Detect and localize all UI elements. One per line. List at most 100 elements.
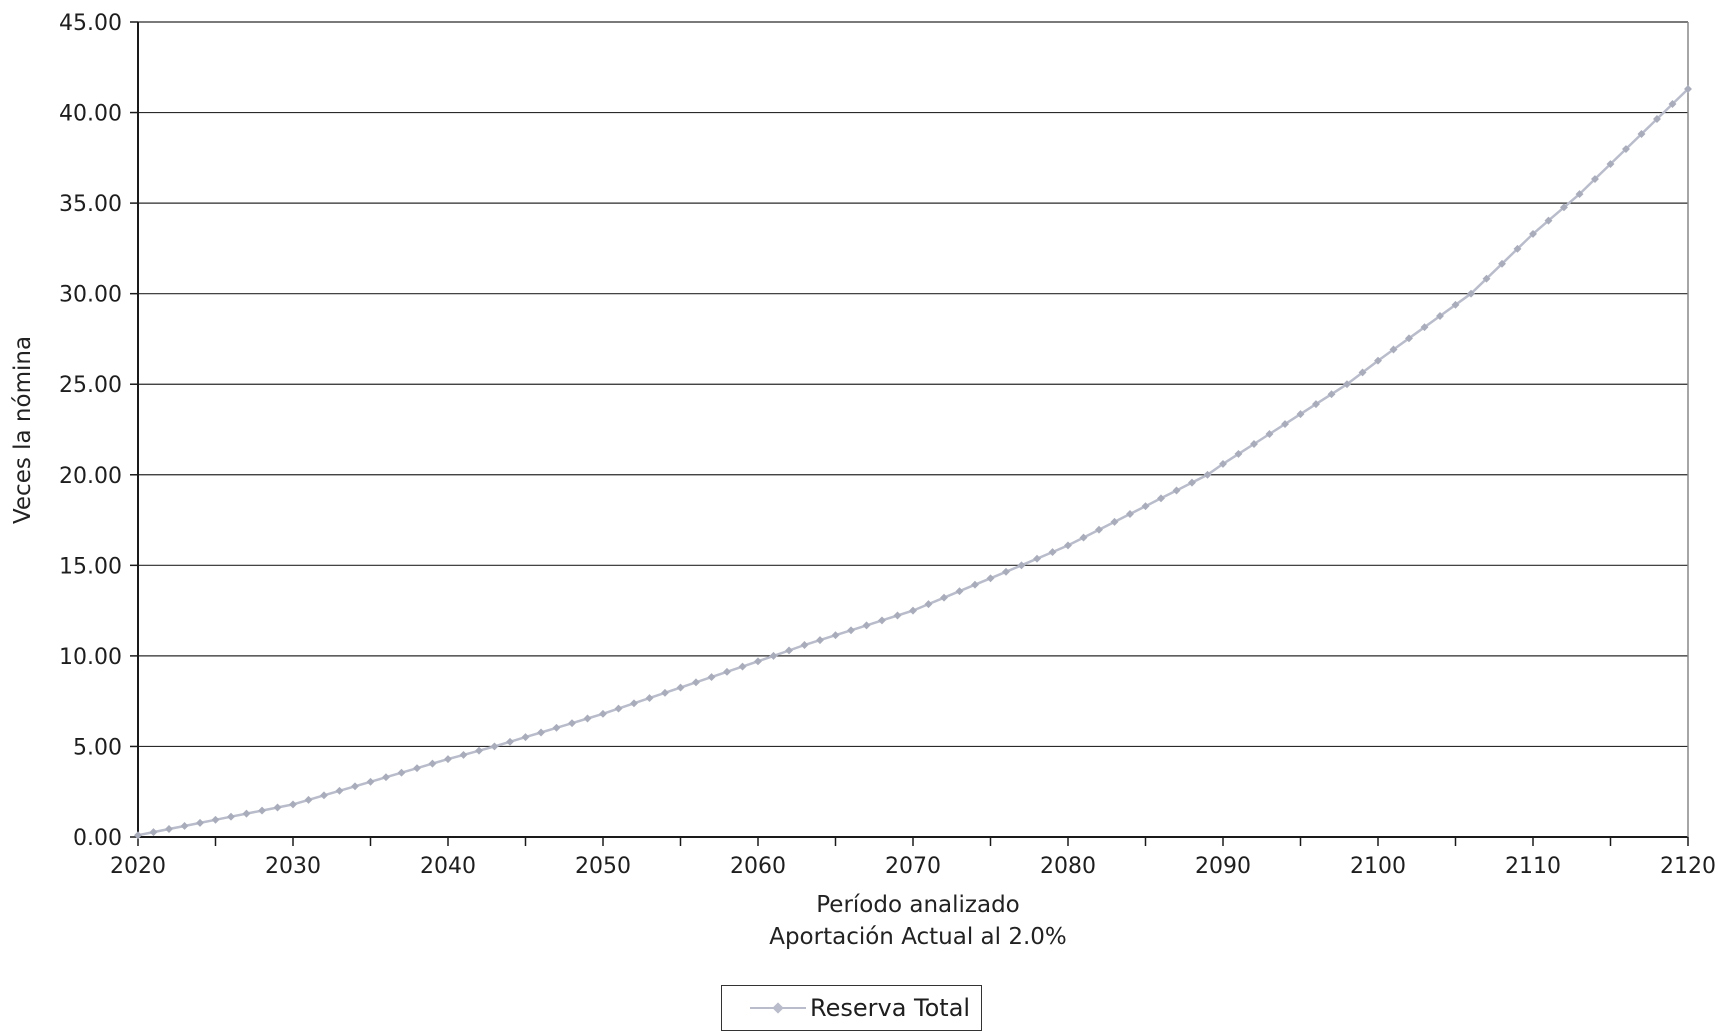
x-tick-label: 2030 <box>265 854 321 879</box>
data-point <box>1343 380 1351 389</box>
data-point <box>583 714 592 723</box>
data-point <box>537 728 545 737</box>
x-tick-label: 2070 <box>885 854 941 879</box>
data-point <box>986 574 995 583</box>
data-point <box>924 600 933 609</box>
data-point <box>304 795 313 804</box>
data-point <box>134 831 142 840</box>
x-tick-label: 2110 <box>1505 854 1561 879</box>
data-point <box>754 657 762 666</box>
data-point <box>1033 554 1041 563</box>
data-point <box>428 759 437 768</box>
data-point <box>335 786 344 795</box>
data-point <box>1017 561 1026 570</box>
data-point <box>1482 274 1491 283</box>
data-point <box>831 631 840 640</box>
data-point <box>1079 533 1088 542</box>
data-point <box>1405 334 1413 343</box>
legend-swatch-reserva-total <box>750 998 806 1018</box>
data-point <box>1467 289 1475 298</box>
data-point <box>676 683 685 692</box>
series-group <box>134 85 1692 840</box>
data-point <box>1002 567 1010 576</box>
data-point <box>1637 130 1646 138</box>
data-point <box>971 580 979 589</box>
legend: Reserva Total <box>721 985 982 1031</box>
x-tick-label: 2090 <box>1195 854 1251 879</box>
x-tick-label: 2080 <box>1040 854 1096 879</box>
data-point <box>382 773 390 782</box>
data-point <box>614 704 623 713</box>
data-point <box>320 791 328 800</box>
data-point <box>1141 502 1150 511</box>
y-tick-label: 20.00 <box>59 464 122 489</box>
data-point <box>289 800 297 809</box>
data-point <box>800 641 809 649</box>
x-tick-label: 2020 <box>110 854 166 879</box>
chart-subtitle: Aportación Actual al 2.0% <box>769 924 1067 950</box>
data-point <box>1157 494 1165 503</box>
y-tick-label: 5.00 <box>73 735 122 760</box>
data-point <box>273 803 282 812</box>
y-tick-label: 15.00 <box>59 554 122 579</box>
data-point <box>816 636 824 645</box>
x-ticks: 2020 2030 2040 2050 2060 2070 2080 2090 2100 2110… <box>110 837 1716 879</box>
y-tick-label: 40.00 <box>59 102 122 127</box>
data-point <box>1048 548 1057 557</box>
legend-label-reserva-total: Reserva Total <box>810 994 971 1022</box>
data-point <box>692 678 700 687</box>
x-axis-title: Período analizado <box>816 892 1020 918</box>
x-tick-label: 2060 <box>730 854 786 879</box>
data-point <box>723 667 731 676</box>
data-point <box>1234 449 1243 458</box>
data-point <box>1172 486 1181 495</box>
data-point <box>227 812 235 821</box>
data-point <box>568 719 576 728</box>
data-point <box>196 818 204 827</box>
data-point <box>847 626 855 635</box>
data-point <box>707 673 716 682</box>
data-point <box>149 828 158 837</box>
data-point <box>599 709 607 718</box>
data-point <box>738 662 747 671</box>
data-point <box>1296 410 1305 419</box>
data-point <box>258 806 266 815</box>
data-point <box>909 606 917 615</box>
data-point <box>769 651 778 660</box>
data-point <box>165 825 173 833</box>
data-point <box>490 742 499 751</box>
data-point <box>630 699 638 708</box>
y-axis-title: Veces la nómina <box>10 336 36 524</box>
data-point <box>1110 517 1119 526</box>
data-point <box>785 646 793 655</box>
x-tick-label: 2040 <box>420 854 476 879</box>
y-tick-label: 45.00 <box>59 11 122 36</box>
data-point <box>475 746 483 755</box>
data-point <box>521 733 530 742</box>
data-point <box>878 616 886 625</box>
data-point <box>645 694 654 703</box>
data-point <box>862 621 871 630</box>
data-point <box>211 815 220 824</box>
data-point <box>661 688 669 697</box>
axes <box>137 22 1689 838</box>
data-point <box>1095 525 1103 534</box>
data-point <box>1389 345 1398 354</box>
y-tick-label: 25.00 <box>59 373 122 398</box>
x-tick-label: 2050 <box>575 854 631 879</box>
data-point <box>366 777 375 786</box>
data-point <box>459 750 468 759</box>
y-tick-label: 35.00 <box>59 192 122 217</box>
gridlines <box>138 21 1688 748</box>
x-tick-label: 2100 <box>1350 854 1406 879</box>
data-point <box>242 809 251 818</box>
data-point <box>940 593 948 602</box>
data-point <box>506 737 514 746</box>
y-tick-label: 10.00 <box>59 645 122 670</box>
data-point <box>1498 259 1506 268</box>
data-point <box>552 723 561 732</box>
data-point <box>180 822 189 830</box>
data-point <box>444 755 452 764</box>
data-point <box>413 764 421 773</box>
